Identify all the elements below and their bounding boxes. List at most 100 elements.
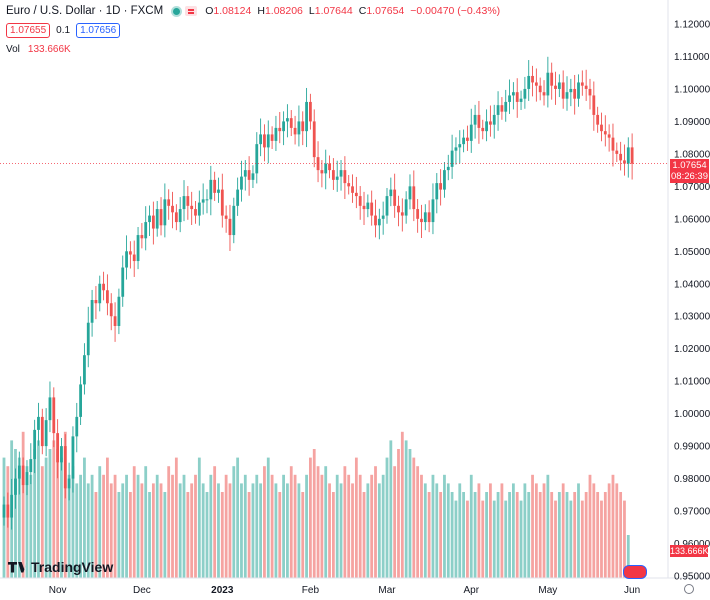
candle-body — [508, 95, 511, 102]
candle-body — [155, 209, 159, 229]
volume-bar — [125, 474, 128, 578]
candle-body — [182, 196, 186, 210]
volume-bar — [366, 483, 370, 578]
time-tick-label: Nov — [49, 585, 67, 596]
volume-bar — [435, 483, 439, 578]
volume-bar — [389, 440, 393, 578]
candle-body — [286, 118, 289, 122]
volume-bar — [377, 483, 381, 578]
volume-value: 133.666K — [27, 44, 71, 55]
volume-bar — [243, 474, 247, 578]
candle-body — [377, 218, 381, 226]
volume-bar — [255, 474, 259, 578]
candle-body — [607, 134, 611, 138]
price-tick-label: 1.01000 — [674, 377, 710, 388]
buy-button[interactable]: 1.07656 — [76, 23, 121, 38]
candle-body — [186, 196, 190, 206]
volume-bar — [320, 474, 324, 578]
candle-body — [408, 186, 412, 200]
candle-body — [531, 75, 534, 83]
candle-body — [481, 127, 485, 132]
volume-bar — [151, 483, 155, 578]
candle-body — [270, 134, 274, 141]
candle-body — [33, 429, 37, 460]
volume-bar — [98, 466, 102, 578]
volume-bar — [485, 492, 488, 578]
volume-bar — [94, 492, 98, 578]
candle-body — [557, 82, 561, 89]
candle-body — [232, 205, 236, 236]
volume-bar — [232, 466, 236, 578]
volume-bar — [316, 466, 320, 578]
volume-bar — [25, 466, 29, 578]
candle-body — [293, 127, 297, 135]
sell-button[interactable]: 1.07655 — [6, 23, 51, 38]
volume-bar — [611, 474, 615, 578]
candles — [2, 56, 634, 530]
volume-bar — [519, 500, 523, 578]
volume-legend[interactable]: Vol 133.666K — [6, 44, 71, 55]
candle-body — [282, 121, 285, 132]
candle-body — [580, 82, 584, 86]
time-axis[interactable]: Nov Dec 2023 Feb Mar Apr May Jun — [49, 585, 640, 596]
candle-body — [324, 163, 328, 174]
candle-body — [2, 504, 6, 518]
volume-bar — [515, 492, 519, 578]
candle-body — [561, 82, 565, 99]
candle-body — [443, 170, 446, 190]
currency-flag-icon[interactable] — [623, 565, 647, 579]
volume-bar — [603, 492, 607, 578]
volume-bars — [2, 431, 630, 578]
candle-body — [79, 384, 82, 417]
price-tick-label: 0.95000 — [674, 572, 710, 583]
candle-body — [312, 121, 316, 158]
volume-bar — [408, 449, 412, 578]
volume-bar — [90, 474, 94, 578]
volume-bar — [538, 492, 542, 578]
time-tick-label: Mar — [378, 585, 396, 596]
volume-bar — [174, 457, 178, 578]
symbol-title[interactable]: Euro / U.S. Dollar · 1D · FXCM — [6, 5, 164, 17]
volume-bar — [481, 500, 485, 578]
candle-body — [374, 215, 377, 226]
volume-bar — [75, 483, 79, 578]
volume-bar — [63, 431, 67, 578]
tradingview-logo-icon — [8, 562, 26, 573]
price-tick-label: 1.06000 — [674, 214, 710, 225]
volume-bar — [14, 449, 17, 578]
candle-body — [534, 82, 538, 86]
candle-body — [98, 283, 102, 304]
market-open-icon — [171, 5, 183, 17]
candle-body — [504, 101, 508, 112]
candle-body — [538, 85, 542, 93]
volume-bar — [297, 483, 301, 578]
volume-bar — [542, 483, 546, 578]
volume-bar — [205, 492, 209, 578]
volume-bar — [44, 457, 48, 578]
volume-bar — [450, 492, 454, 578]
candle-body — [527, 75, 531, 89]
candle-body — [423, 212, 427, 223]
candle-body — [56, 433, 60, 463]
volume-bar — [328, 483, 331, 578]
volume-bar — [259, 483, 263, 578]
candle-body — [370, 202, 374, 216]
candle-body — [289, 118, 293, 128]
volume-bar — [247, 492, 251, 578]
market-status-icon[interactable] — [185, 6, 198, 16]
price-axis[interactable]: 1.12000 1.11000 1.10000 1.09000 1.08000 1.070… — [674, 20, 710, 583]
candle-body — [140, 235, 144, 239]
candle-body — [60, 446, 63, 463]
volume-bar — [511, 483, 515, 578]
tradingview-logo[interactable]: TradingView — [8, 559, 113, 575]
candle-body — [67, 478, 71, 489]
candle-body — [626, 147, 630, 164]
volume-bar — [550, 492, 554, 578]
volume-label: Vol — [6, 44, 20, 55]
candle-body — [400, 212, 404, 216]
gear-icon[interactable] — [684, 584, 694, 594]
candle-body — [354, 192, 358, 197]
volume-bar — [565, 492, 569, 578]
volume-bar — [52, 440, 56, 578]
